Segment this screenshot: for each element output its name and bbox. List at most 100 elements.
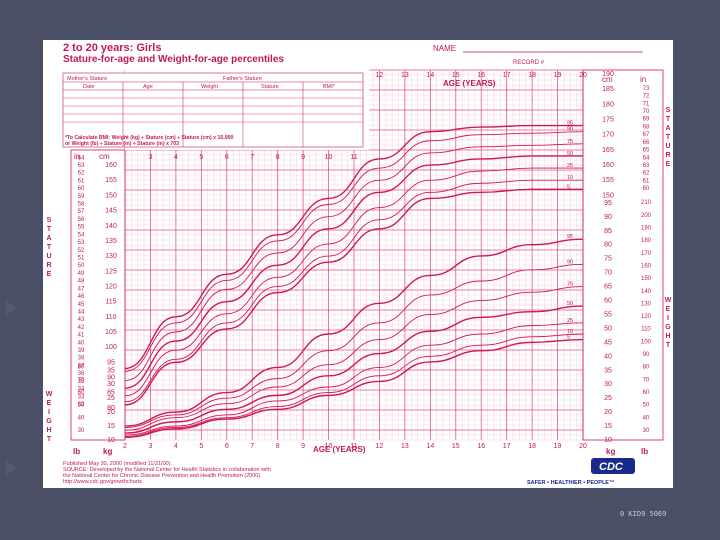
stature-tick-in-left: 57 <box>78 209 85 215</box>
stature-tick-in-left: 45 <box>78 302 85 308</box>
age-tick-bottom: 11 <box>350 443 357 450</box>
stature-tick-in-left: 53 <box>78 240 85 246</box>
age-tick-top: 17 <box>503 72 511 79</box>
weight-axis-title-right: T <box>666 342 671 349</box>
father-stature-label: Father's Stature <box>223 76 262 82</box>
stature-curve-p50 <box>124 155 583 389</box>
stature-tick-cm-left: 110 <box>105 314 116 321</box>
stature-percentile-label: 10 <box>567 175 573 181</box>
stature-axis-title-right: R <box>665 152 670 159</box>
weight-axis-title-right: E <box>666 306 671 313</box>
weight-axis-title-right: G <box>665 324 671 331</box>
cdc-logo-text: CDC <box>599 461 624 473</box>
weight-tick-kg-left: 20 <box>107 409 115 416</box>
weight-tick-kg-left: 30 <box>107 381 115 388</box>
age-tick-mid: 9 <box>301 154 305 161</box>
stature-axis-title-left: A <box>46 235 51 242</box>
stature-curve-p90 <box>124 131 584 372</box>
stature-tick-in-right: 70 <box>643 109 650 115</box>
stature-tick-cm-right: 160 <box>602 162 614 169</box>
age-tick-bottom: 13 <box>401 443 409 450</box>
weight-tick-lb-right: 120 <box>641 314 652 320</box>
stature-tick-in-left: 52 <box>78 248 85 254</box>
age-tick-top: 14 <box>426 72 434 79</box>
unit-label-in-left: in <box>74 152 80 161</box>
weight-tick-lb-right: 110 <box>641 327 651 333</box>
stature-tick-cm-left: 130 <box>105 253 117 260</box>
weight-tick-lb-right: 130 <box>641 301 652 307</box>
age-tick-bottom: 3 <box>148 443 152 450</box>
age-tick-mid: 5 <box>199 154 203 161</box>
stature-tick-in-left: 34 <box>78 387 85 393</box>
stature-percentile-label: 90 <box>567 127 573 133</box>
stature-tick-in-right: 68 <box>643 124 650 130</box>
stature-tick-in-left: 49 <box>78 271 85 277</box>
stature-tick-in-left: 48 <box>78 279 85 285</box>
age-tick-top: 12 <box>376 72 384 79</box>
stature-tick-in-right: 65 <box>643 148 650 154</box>
age-axis-title-bottom: AGE (YEARS) <box>313 445 366 454</box>
weight-tick-kg-right: 50 <box>604 325 612 332</box>
footer-source: SOURCE: Developed by the National Center… <box>63 467 271 473</box>
column-header-bmi: BMI* <box>323 84 336 90</box>
stature-tick-in-left: 64 <box>78 155 85 161</box>
weight-curve-p50 <box>124 305 584 434</box>
stature-tick-cm-right: 185 <box>602 86 614 93</box>
stature-curve-p75 <box>124 143 584 382</box>
weight-percentile-label: 95 <box>567 234 573 240</box>
stature-axis-title-right: S <box>666 107 671 114</box>
age-tick-bottom: 9 <box>301 443 305 450</box>
weight-percentile-label: 10 <box>567 329 573 335</box>
age-tick-bottom: 12 <box>376 443 384 450</box>
stature-tick-in-right: 60 <box>643 186 650 192</box>
weight-axis-title-right: H <box>665 333 670 340</box>
stature-axis-title-left: U <box>46 253 51 260</box>
weight-tick-kg-right: 95 <box>604 200 612 207</box>
weight-curve-p25 <box>124 322 584 436</box>
stature-tick-cm-left: 100 <box>105 344 117 351</box>
weight-tick-lb-right: 50 <box>643 403 650 409</box>
stature-tick-cm-right: 150 <box>602 192 614 199</box>
age-tick-bottom: 8 <box>276 443 280 450</box>
stature-tick-in-left: 42 <box>78 325 85 331</box>
chart-title-line1: 2 to 20 years: Girls <box>63 42 161 54</box>
stature-tick-cm-right: 155 <box>602 177 614 184</box>
weight-tick-lb-right: 40 <box>643 415 650 421</box>
weight-percentile-label: 25 <box>567 318 573 324</box>
stature-tick-in-left: 47 <box>78 286 85 292</box>
age-tick-bottom: 15 <box>452 443 460 450</box>
weight-tick-kg-right: 90 <box>604 214 612 221</box>
stature-tick-in-left: 62 <box>78 171 85 177</box>
stature-tick-in-left: 39 <box>78 348 85 354</box>
age-tick-mid: 3 <box>148 154 152 161</box>
weight-tick-kg-right: 15 <box>604 423 612 430</box>
stature-curve-p10 <box>124 179 583 403</box>
weight-tick-kg-left: 15 <box>107 423 115 430</box>
weight-tick-kg-right: 80 <box>604 242 612 249</box>
unit-label-cm-right: cm <box>602 75 613 84</box>
stature-tick-in-left: 44 <box>78 309 85 315</box>
weight-curve-p75 <box>124 286 584 431</box>
stature-tick-in-left: 61 <box>78 178 85 184</box>
weight-tick-kg-right: 65 <box>604 284 612 291</box>
age-tick-bottom: 7 <box>250 443 254 450</box>
stature-axis-title-left: T <box>47 244 52 251</box>
weight-percentile-label: 75 <box>567 282 573 288</box>
weight-axis-title-left: G <box>46 418 52 425</box>
weight-axis-title-left: E <box>47 400 52 407</box>
weight-curve-p90 <box>124 263 584 428</box>
stature-tick-in-left: 51 <box>78 256 85 262</box>
weight-curve-p95 <box>124 238 584 427</box>
stature-tick-cm-left: 105 <box>105 329 117 336</box>
weight-tick-lb-right: 30 <box>643 428 650 434</box>
stature-axis-title-left: E <box>47 271 52 278</box>
stature-tick-in-left: 36 <box>78 371 85 377</box>
stature-tick-cm-left: 115 <box>105 299 116 306</box>
stature-tick-in-right: 71 <box>643 101 650 107</box>
stature-tick-cm-left: 140 <box>105 223 117 230</box>
name-label: NAME <box>433 44 456 53</box>
stature-tick-in-left: 55 <box>78 225 85 231</box>
age-tick-bottom: 17 <box>503 443 511 450</box>
stature-tick-in-left: 54 <box>78 232 85 238</box>
